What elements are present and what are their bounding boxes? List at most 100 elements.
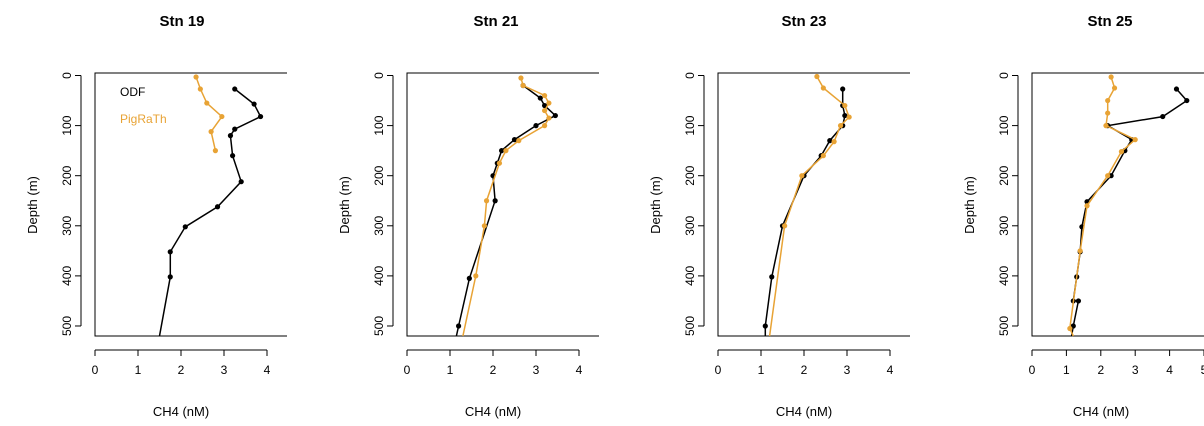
data-point bbox=[204, 100, 210, 106]
y-tick-label: 0 bbox=[683, 72, 697, 79]
chart-title: Stn 25 bbox=[1087, 13, 1132, 30]
y-tick-label: 0 bbox=[60, 72, 74, 79]
data-point bbox=[840, 86, 846, 92]
data-point bbox=[257, 113, 264, 120]
data-point bbox=[1184, 97, 1190, 104]
y-tick-label: 0 bbox=[997, 72, 1011, 79]
data-point bbox=[1118, 149, 1125, 155]
y-tick-label: 200 bbox=[683, 165, 697, 185]
series-line bbox=[768, 76, 850, 337]
data-point bbox=[466, 275, 472, 281]
series-line bbox=[764, 89, 846, 336]
legend: ODF PigRaTh bbox=[120, 85, 167, 126]
y-tick-label: 500 bbox=[997, 316, 1011, 336]
data-point bbox=[214, 204, 221, 210]
data-point bbox=[483, 198, 490, 204]
x-tick-label: 2 bbox=[801, 363, 808, 377]
chart-title: Stn 19 bbox=[159, 13, 204, 30]
series-PigRaTh bbox=[768, 73, 852, 337]
data-point bbox=[167, 249, 173, 255]
y-tick-label: 400 bbox=[683, 266, 697, 286]
data-point bbox=[193, 74, 199, 80]
data-point bbox=[496, 160, 503, 166]
chart-panel-0: Stn 19 0 100 200 300 400 500 Depth (m) 0 1 2 3 4 CH4 … bbox=[25, 13, 287, 419]
x-tick-label: 3 bbox=[1132, 363, 1139, 377]
series-line bbox=[1069, 76, 1137, 337]
data-point bbox=[197, 86, 203, 92]
y-tick-label: 300 bbox=[372, 215, 386, 235]
data-point bbox=[533, 123, 539, 129]
data-point bbox=[1108, 74, 1114, 80]
x-tick-label: 3 bbox=[221, 363, 228, 377]
chart-title: Stn 21 bbox=[473, 13, 518, 30]
plot-frame bbox=[717, 72, 910, 337]
x-tick-label: 4 bbox=[887, 363, 894, 377]
series-line bbox=[462, 77, 550, 337]
y-tick-label: 500 bbox=[60, 316, 74, 336]
data-point bbox=[167, 274, 173, 280]
y-tick-label: 300 bbox=[683, 215, 697, 235]
data-point bbox=[520, 82, 526, 89]
x-tick-label: 4 bbox=[264, 363, 271, 377]
data-point bbox=[456, 323, 462, 329]
data-point bbox=[232, 126, 238, 132]
data-point bbox=[546, 115, 552, 121]
data-point bbox=[182, 224, 188, 230]
data-point bbox=[238, 179, 244, 185]
x-axis-label: CH4 (nM) bbox=[1073, 404, 1129, 419]
x-tick-label: 1 bbox=[758, 363, 765, 377]
data-point bbox=[1105, 97, 1111, 104]
data-point bbox=[542, 92, 548, 99]
plot-frame bbox=[94, 72, 287, 337]
y-axis-label: Depth (m) bbox=[337, 176, 352, 234]
data-point bbox=[799, 173, 805, 179]
data-point bbox=[1173, 86, 1180, 92]
data-point bbox=[782, 223, 788, 229]
x-tick-label: 4 bbox=[576, 363, 583, 377]
x-tick-label: 0 bbox=[92, 363, 99, 377]
data-point bbox=[1075, 298, 1082, 304]
series-ODF bbox=[1070, 86, 1190, 337]
legend-entry: PigRaTh bbox=[120, 112, 167, 126]
data-point bbox=[814, 73, 820, 80]
data-point bbox=[212, 148, 218, 154]
data-point bbox=[542, 123, 548, 129]
y-tick-label: 100 bbox=[60, 115, 74, 135]
x-tick-label: 3 bbox=[844, 363, 851, 377]
series-PigRaTh bbox=[193, 74, 225, 154]
data-point bbox=[1084, 203, 1090, 209]
x-tick-label: 0 bbox=[715, 363, 722, 377]
data-point bbox=[516, 138, 522, 144]
x-tick-label: 0 bbox=[1029, 363, 1036, 377]
data-point bbox=[1105, 173, 1111, 179]
data-point bbox=[820, 85, 826, 91]
x-axis-label: CH4 (nM) bbox=[153, 404, 209, 419]
data-point bbox=[537, 95, 543, 101]
data-point bbox=[1132, 137, 1138, 143]
data-point bbox=[552, 112, 558, 119]
x-tick-label: 2 bbox=[490, 363, 497, 377]
data-point bbox=[227, 133, 234, 139]
chart-panel-3: Stn 25 0 100 200 300 400 500 Depth (m) 0 1 2 3 4 5 CH4… bbox=[962, 13, 1204, 419]
x-tick-label: 2 bbox=[178, 363, 185, 377]
data-point bbox=[769, 274, 775, 280]
x-tick-label: 1 bbox=[1063, 363, 1070, 377]
data-point bbox=[762, 323, 768, 329]
data-point bbox=[1077, 248, 1083, 254]
data-point bbox=[546, 100, 552, 106]
x-tick-label: 1 bbox=[135, 363, 142, 377]
data-point bbox=[827, 138, 833, 144]
data-point bbox=[542, 107, 548, 114]
plot-frame bbox=[1031, 72, 1204, 337]
series-line bbox=[158, 88, 262, 337]
y-tick-label: 400 bbox=[60, 266, 74, 286]
data-point bbox=[230, 153, 236, 159]
y-axis-label: Depth (m) bbox=[25, 176, 40, 234]
data-point bbox=[473, 273, 479, 279]
y-axis-label: Depth (m) bbox=[648, 176, 663, 234]
plot-frame bbox=[406, 72, 599, 337]
x-tick-label: 5 bbox=[1201, 363, 1204, 377]
y-tick-label: 0 bbox=[372, 72, 386, 79]
